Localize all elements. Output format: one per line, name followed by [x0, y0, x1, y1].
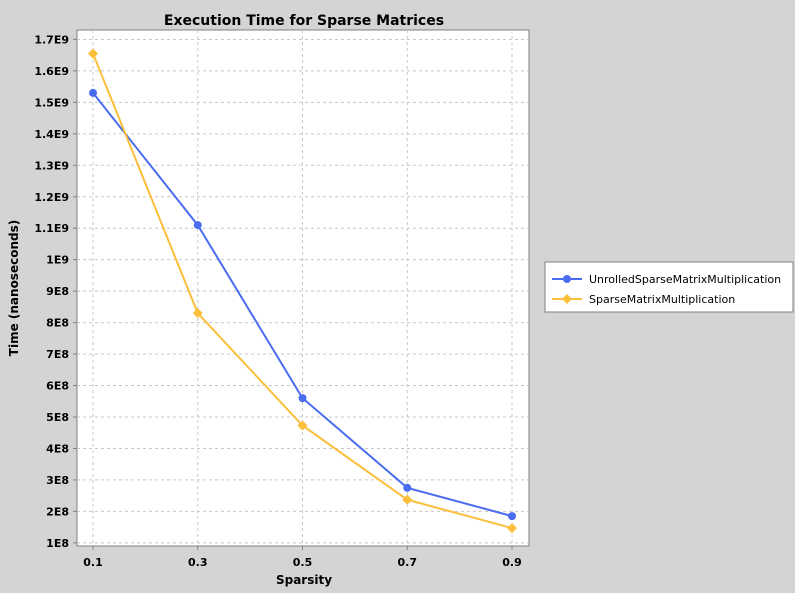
y-tick-label: 6E8	[46, 380, 69, 393]
y-tick-label: 8E8	[46, 317, 69, 330]
x-tick-label: 0.9	[502, 556, 522, 569]
y-tick-label: 1E9	[46, 254, 69, 267]
y-tick-label: 4E8	[46, 442, 69, 455]
x-axis: 0.1 0.3 0.5 0.7 0.9	[83, 546, 522, 569]
y-tick-label: 1.6E9	[34, 65, 69, 78]
data-point	[88, 48, 98, 59]
legend-label: SparseMatrixMultiplication	[589, 293, 735, 306]
y-tick-label: 1.1E9	[34, 222, 69, 235]
y-tick-label: 1.3E9	[34, 159, 69, 172]
y-tick-label: 1.2E9	[34, 191, 69, 204]
legend-marker	[562, 294, 572, 304]
data-point	[298, 394, 307, 403]
data-point	[402, 494, 413, 505]
y-tick-label: 1E8	[46, 537, 69, 550]
data-point	[403, 483, 412, 492]
y-tick-label: 3E8	[46, 474, 69, 487]
series-layer	[88, 48, 517, 534]
legend-label: UnrolledSparseMatrixMultiplication	[589, 273, 781, 286]
y-axis-label: Time (nanoseconds)	[7, 220, 21, 356]
x-tick-label: 0.3	[188, 556, 208, 569]
data-point	[192, 308, 203, 319]
legend-marker	[563, 275, 571, 283]
legend-box	[544, 261, 794, 313]
chart-title: Execution Time for Sparse Matrices	[164, 13, 444, 29]
x-tick-label: 0.7	[398, 556, 418, 569]
y-tick-label: 1.4E9	[34, 128, 69, 141]
x-tick-label: 0.5	[293, 556, 313, 569]
y-tick-label: 1.7E9	[34, 33, 69, 46]
y-tick-label: 7E8	[46, 348, 69, 361]
data-point	[507, 523, 517, 534]
data-point	[297, 420, 308, 431]
x-tick-label: 0.1	[83, 556, 103, 569]
y-tick-label: 5E8	[46, 411, 69, 424]
data-point	[193, 221, 202, 230]
y-axis: 1E8 2E8 3E8 4E8 5E8 6E8 7E8 8E8 9E8 1E9 1.1E9 1.2E9…	[34, 33, 77, 550]
data-point	[508, 512, 516, 521]
y-tick-label: 1.5E9	[34, 96, 69, 109]
y-tick-label: 9E8	[46, 285, 69, 298]
legend: UnrolledSparseMatrixMultiplication Sparse…	[544, 261, 794, 313]
y-tick-label: 2E8	[46, 505, 69, 518]
x-axis-label: Sparsity	[276, 573, 332, 587]
grid	[77, 30, 529, 546]
data-point	[89, 88, 97, 97]
